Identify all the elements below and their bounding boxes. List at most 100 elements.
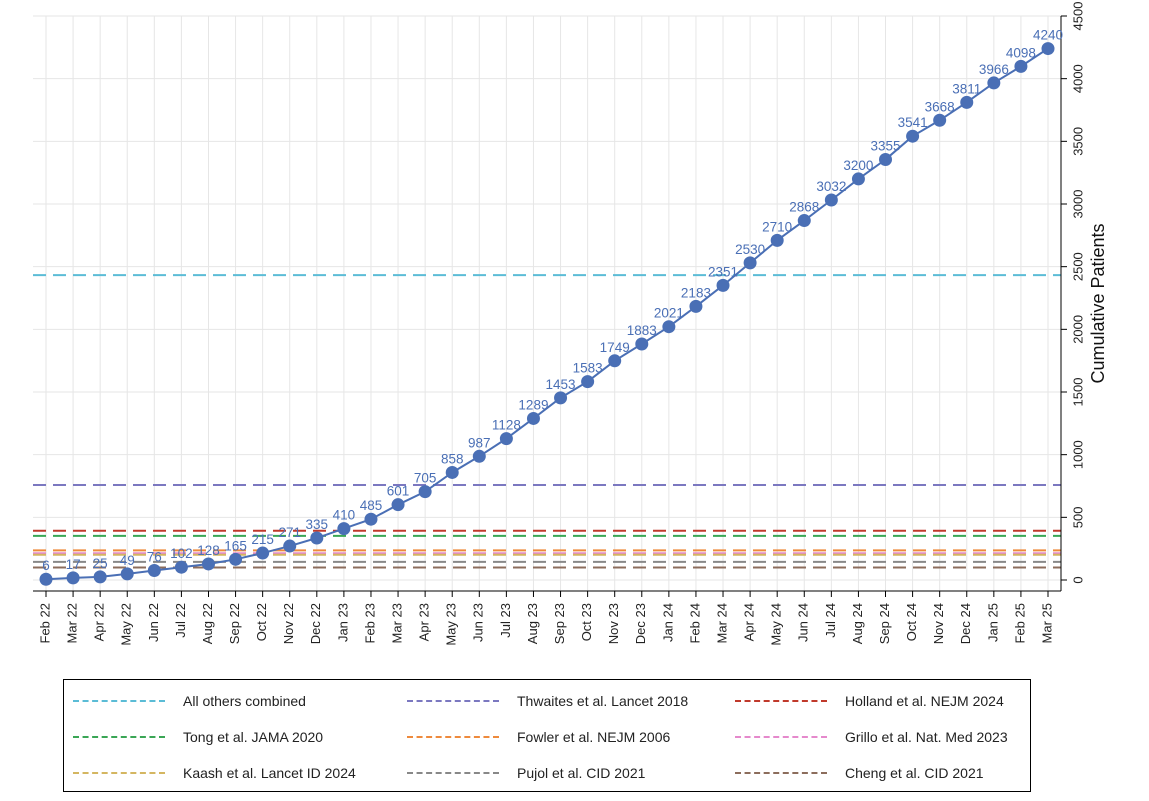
data-label: 3811 [952,81,981,96]
data-label: 165 [224,538,247,553]
data-point [364,512,378,526]
data-label: 2530 [735,242,765,257]
x-tick-label: Oct 22 [254,603,269,641]
x-tick-label: Dec 22 [308,603,323,644]
legend-label: Thwaites et al. Lancet 2018 [517,693,689,709]
y-tick-label: 1000 [1071,440,1086,469]
legend-item: Cheng et al. CID 2021 [735,763,984,783]
data-point [174,560,188,574]
data-point [93,570,107,584]
legend-label: Fowler et al. NEJM 2006 [517,729,671,745]
legend-swatch [407,736,499,738]
legend-swatch [735,700,827,702]
data-point [499,432,513,446]
data-label: 3200 [843,158,873,173]
legend-swatch [407,772,499,774]
data-label: 858 [441,451,464,466]
data-label: 271 [278,525,301,540]
x-tick-label: Feb 24 [687,603,702,643]
data-point [391,498,405,512]
legend-item: Holland et al. NEJM 2024 [735,691,1004,711]
series: 6 17 25 49 76 102 128 165 215 271 335 410 485 601 705 8… [39,28,1063,586]
legend-item: All others combined [73,691,306,711]
data-label: 2183 [681,285,711,300]
x-tick-label: Aug 23 [525,603,540,644]
data-label: 3541 [898,115,928,130]
data-label: 3668 [925,99,955,114]
x-tick-label: Apr 22 [92,603,107,641]
data-label: 2868 [789,200,819,215]
x-tick-label: Dec 23 [633,603,648,644]
data-point [147,563,161,577]
data-point [201,557,215,571]
data-label: 1453 [546,377,576,392]
y-tick-label: 1500 [1071,378,1086,407]
data-point [689,299,703,313]
gridlines [33,15,1061,591]
x-tick-label: Sep 23 [552,603,567,644]
data-point [1014,59,1028,73]
legend-label: Pujol et al. CID 2021 [517,765,646,781]
data-point [662,320,676,334]
legend-item: Fowler et al. NEJM 2006 [407,727,670,747]
data-label: 1583 [573,361,603,376]
x-tick-label: Apr 23 [417,603,432,641]
x-tick-label: Mar 24 [714,603,729,643]
data-label: 25 [93,556,108,571]
data-point [229,552,243,566]
data-label: 3355 [870,139,900,154]
x-tick-label: Nov 23 [606,603,621,644]
data-label: 6 [42,558,50,573]
data-label: 601 [387,484,410,499]
data-point [526,411,540,425]
y-tick-label: 4000 [1071,64,1086,93]
x-tick-label: Jul 22 [173,603,188,638]
legend-swatch [73,736,165,738]
data-point [310,531,324,545]
data-point [418,485,432,499]
data-label: 4098 [1006,45,1036,60]
data-point [987,76,1001,90]
x-tick-label: Sep 22 [227,603,242,644]
x-tick-label: Jun 24 [796,603,811,642]
legend-item: Thwaites et al. Lancet 2018 [407,691,688,711]
x-axis: Feb 22 Mar 22 Apr 22 May 22 Jun 22 Jul 22 Aug … [37,591,1054,646]
data-point [960,95,974,109]
legend-label: Cheng et al. CID 2021 [845,765,984,781]
legend: All others combined Thwaites et al. Lance… [63,679,1031,792]
data-point [770,233,784,247]
data-point [120,567,134,581]
data-label: 485 [360,498,383,513]
data-point [554,391,568,405]
data-label: 76 [147,549,162,564]
data-point [1041,42,1055,56]
x-tick-label: Aug 22 [200,603,215,644]
data-label: 102 [170,546,193,561]
legend-swatch [735,772,827,774]
data-point [256,546,270,560]
legend-item: Kaash et al. Lancet ID 2024 [73,763,356,783]
data-point [743,256,757,270]
data-point [337,522,351,536]
y-tick-label: 500 [1071,506,1086,528]
x-tick-label: Jan 25 [985,603,1000,642]
x-tick-label: Feb 25 [1012,603,1027,643]
legend-label: Holland et al. NEJM 2024 [845,693,1004,709]
legend-label: Kaash et al. Lancet ID 2024 [183,765,356,781]
data-point [824,193,838,207]
x-tick-label: Dec 24 [958,603,973,644]
y-tick-label: 2500 [1071,252,1086,281]
data-label: 987 [468,435,491,450]
x-tick-label: Apr 24 [742,603,757,641]
data-label: 1749 [600,340,630,355]
data-point [472,449,486,463]
data-point [933,113,947,127]
data-label: 1289 [518,397,548,412]
data-label: 2351 [708,264,738,279]
x-tick-label: Oct 24 [904,603,919,641]
data-point [39,572,53,586]
data-label: 4240 [1033,28,1063,43]
data-point [608,354,622,368]
legend-swatch [407,700,499,702]
